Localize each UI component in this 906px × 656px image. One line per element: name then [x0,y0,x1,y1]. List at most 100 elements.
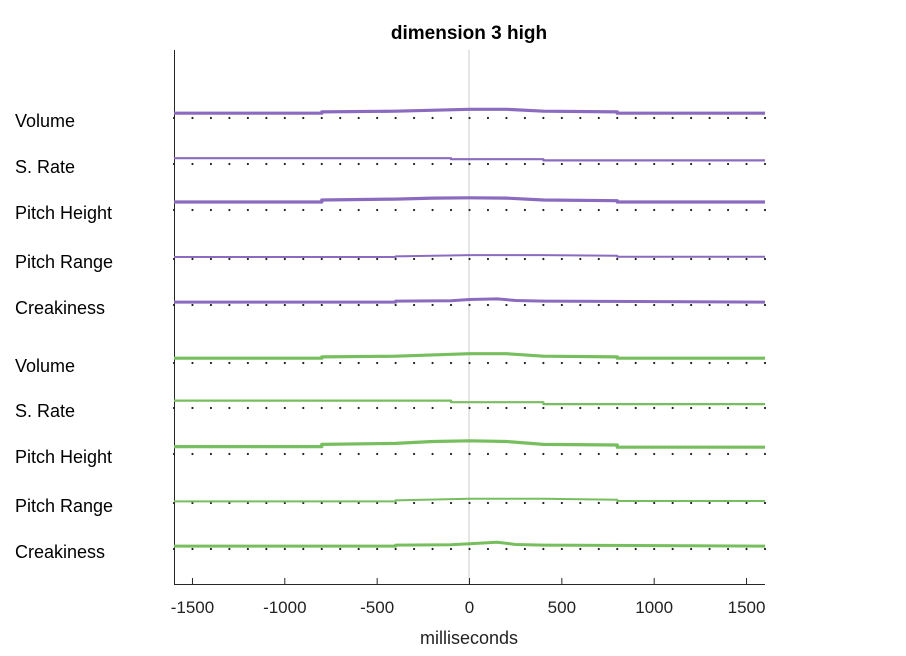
reference-dot [265,257,268,261]
reference-dot [597,501,600,505]
reference-dot [320,547,323,551]
reference-dot [376,547,379,551]
reference-dot [302,547,305,551]
row-label: Pitch Range [15,496,113,516]
reference-dot [616,361,619,365]
reference-dot [357,116,360,120]
chart-title: dimension 3 high [391,23,547,44]
reference-dot [228,208,231,212]
reference-dot [486,303,490,307]
series-line [174,107,765,115]
reference-dot [634,547,637,551]
x-tick-label: 1000 [635,598,673,617]
reference-dot [320,208,323,212]
reference-dot [449,406,453,410]
reference-dot [431,303,434,307]
reference-dot [726,162,730,166]
reference-dot [708,452,711,456]
reference-dot [597,547,600,551]
reference-dot [172,452,176,456]
reference-dot [671,162,674,166]
reference-dot [320,303,323,307]
series-line [174,157,765,162]
reference-dot [745,257,748,261]
reference-dot [468,501,471,505]
reference-dot [191,162,194,166]
reference-dot [320,361,323,365]
reference-dot [394,116,397,120]
reference-dot [690,208,693,212]
reference-dot [339,406,342,410]
reference-dot [690,162,693,166]
reference-dot [283,406,286,410]
reference-dot [745,162,748,166]
reference-dot [523,452,527,456]
reference-dot [745,116,748,120]
reference-dot [671,361,674,365]
reference-dot [505,452,508,456]
reference-dot [486,547,490,551]
reference-dot [394,547,397,551]
reference-dot [726,361,730,365]
reference-dot [690,303,693,307]
reference-dot [302,162,305,166]
reference-dot [228,501,231,505]
reference-dot [228,406,231,410]
reference-dot [339,361,342,365]
row-label: Pitch Height [15,203,112,223]
reference-dot [431,452,434,456]
reference-dot [597,162,600,166]
reference-dot [597,406,600,410]
reference-dot [172,406,176,410]
reference-dot [283,501,286,505]
reference-dot [339,501,342,505]
reference-dot [191,406,194,410]
reference-dot [542,452,545,456]
reference-dot [339,452,342,456]
reference-dot [302,452,305,456]
reference-dot [690,452,693,456]
reference-dot [394,361,397,365]
reference-dot [320,257,323,261]
reference-dot [302,116,305,120]
reference-dot [653,501,656,505]
reference-dot [763,162,767,166]
reference-dot [634,162,637,166]
reference-dot [579,406,582,410]
reference-dot [671,406,674,410]
reference-dot [191,303,194,307]
reference-dot [468,547,471,551]
reference-dot [339,303,342,307]
reference-dot [412,208,416,212]
reference-dot [523,162,527,166]
series-line [174,297,766,304]
reference-dot [431,208,434,212]
reference-dot [763,361,767,365]
reference-dot [283,208,286,212]
reference-dot [708,162,711,166]
reference-dot [542,208,545,212]
reference-dot [653,303,656,307]
reference-dot [246,162,249,166]
reference-dot [431,116,434,120]
reference-dot [616,452,619,456]
reference-dot [376,162,379,166]
reference-dot [339,547,342,551]
reference-dot [505,361,508,365]
row-label: Creakiness [15,542,105,562]
reference-dot [357,501,360,505]
series-line [174,540,766,548]
series-line [174,439,765,449]
reference-dot [708,208,711,212]
reference-dot [449,162,453,166]
reference-dot [745,501,748,505]
reference-dot [634,208,637,212]
reference-dot [486,361,490,365]
reference-dot [597,361,600,365]
reference-dot [357,303,360,307]
reference-dot [560,162,563,166]
reference-dot [726,257,730,261]
reference-dot [523,257,527,261]
reference-dot [690,406,693,410]
reference-dot [339,116,342,120]
